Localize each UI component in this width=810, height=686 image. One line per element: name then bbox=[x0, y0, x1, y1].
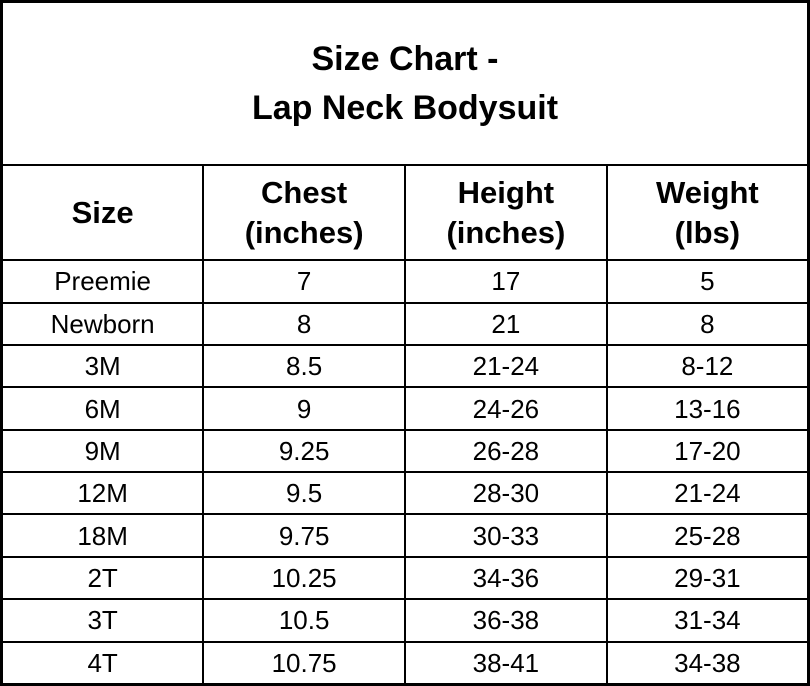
cell-chest: 8.5 bbox=[202, 343, 406, 389]
table-row-4t: 4T 10.75 38-41 34-38 bbox=[0, 640, 810, 686]
header-height-sub: (inches) bbox=[446, 214, 566, 250]
cell-size: 6M bbox=[0, 386, 205, 431]
header-chest: Chest (inches) bbox=[202, 164, 406, 262]
cell-size: 9M bbox=[0, 428, 205, 474]
table-row-preemie: Preemie 7 17 5 bbox=[0, 259, 810, 304]
table-row-12m: 12M 9.5 28-30 21-24 bbox=[0, 471, 810, 516]
cell-chest: 9.75 bbox=[202, 513, 406, 558]
cell-chest: 10.25 bbox=[202, 555, 406, 601]
header-weight: Weight (lbs) bbox=[605, 164, 810, 262]
cell-height: 34-36 bbox=[404, 555, 608, 601]
cell-chest: 7 bbox=[202, 259, 406, 304]
table-row-6m: 6M 9 24-26 13-16 bbox=[0, 386, 810, 431]
cell-chest: 10.5 bbox=[202, 598, 406, 643]
cell-height: 36-38 bbox=[404, 598, 608, 643]
cell-chest: 10.75 bbox=[202, 640, 406, 686]
chart-title-line1: Size Chart - bbox=[311, 40, 499, 79]
cell-weight: 5 bbox=[605, 259, 810, 304]
cell-weight: 13-16 bbox=[605, 386, 810, 431]
header-weight-label: Weight bbox=[656, 175, 759, 211]
table-row-3t: 3T 10.5 36-38 31-34 bbox=[0, 598, 810, 643]
table-row-2t: 2T 10.25 34-36 29-31 bbox=[0, 555, 810, 601]
table-row-3m: 3M 8.5 21-24 8-12 bbox=[0, 343, 810, 389]
cell-chest: 8 bbox=[202, 301, 406, 346]
cell-weight: 8 bbox=[605, 301, 810, 346]
cell-size: Preemie bbox=[0, 259, 205, 304]
cell-size: 2T bbox=[0, 555, 205, 601]
cell-weight: 34-38 bbox=[605, 640, 810, 686]
title-row: Size Chart - Lap Neck Bodysuit bbox=[0, 0, 810, 167]
cell-size: 18M bbox=[0, 513, 205, 558]
header-chest-sub: (inches) bbox=[244, 214, 364, 250]
table-row-9m: 9M 9.25 26-28 17-20 bbox=[0, 428, 810, 474]
cell-weight: 31-34 bbox=[605, 598, 810, 643]
header-height: Height (inches) bbox=[404, 164, 608, 262]
cell-weight: 17-20 bbox=[605, 428, 810, 474]
header-weight-sub: (lbs) bbox=[674, 214, 741, 250]
cell-height: 21 bbox=[404, 301, 608, 346]
cell-size: 4T bbox=[0, 640, 205, 686]
table-row-18m: 18M 9.75 30-33 25-28 bbox=[0, 513, 810, 558]
table-row-newborn: Newborn 8 21 8 bbox=[0, 301, 810, 346]
header-height-label: Height bbox=[457, 175, 555, 211]
cell-height: 17 bbox=[404, 259, 608, 304]
chart-title-line2: Lap Neck Bodysuit bbox=[251, 88, 559, 127]
cell-size: 3T bbox=[0, 598, 205, 643]
header-size: Size bbox=[0, 164, 205, 262]
header-row: Size Chest (inches) Height (inches) Weig… bbox=[0, 164, 810, 262]
chart-title: Size Chart - Lap Neck Bodysuit bbox=[0, 0, 810, 167]
cell-height: 24-26 bbox=[404, 386, 608, 431]
cell-weight: 8-12 bbox=[605, 343, 810, 389]
cell-chest: 9.5 bbox=[202, 471, 406, 516]
cell-chest: 9 bbox=[202, 386, 406, 431]
cell-height: 30-33 bbox=[404, 513, 608, 558]
header-chest-label: Chest bbox=[261, 175, 348, 211]
cell-weight: 29-31 bbox=[605, 555, 810, 601]
cell-chest: 9.25 bbox=[202, 428, 406, 474]
cell-height: 26-28 bbox=[404, 428, 608, 474]
cell-height: 21-24 bbox=[404, 343, 608, 389]
cell-height: 28-30 bbox=[404, 471, 608, 516]
cell-height: 38-41 bbox=[404, 640, 608, 686]
cell-weight: 21-24 bbox=[605, 471, 810, 516]
cell-weight: 25-28 bbox=[605, 513, 810, 558]
header-size-label: Size bbox=[71, 195, 134, 231]
cell-size: Newborn bbox=[0, 301, 205, 346]
cell-size: 12M bbox=[0, 471, 205, 516]
cell-size: 3M bbox=[0, 343, 205, 389]
